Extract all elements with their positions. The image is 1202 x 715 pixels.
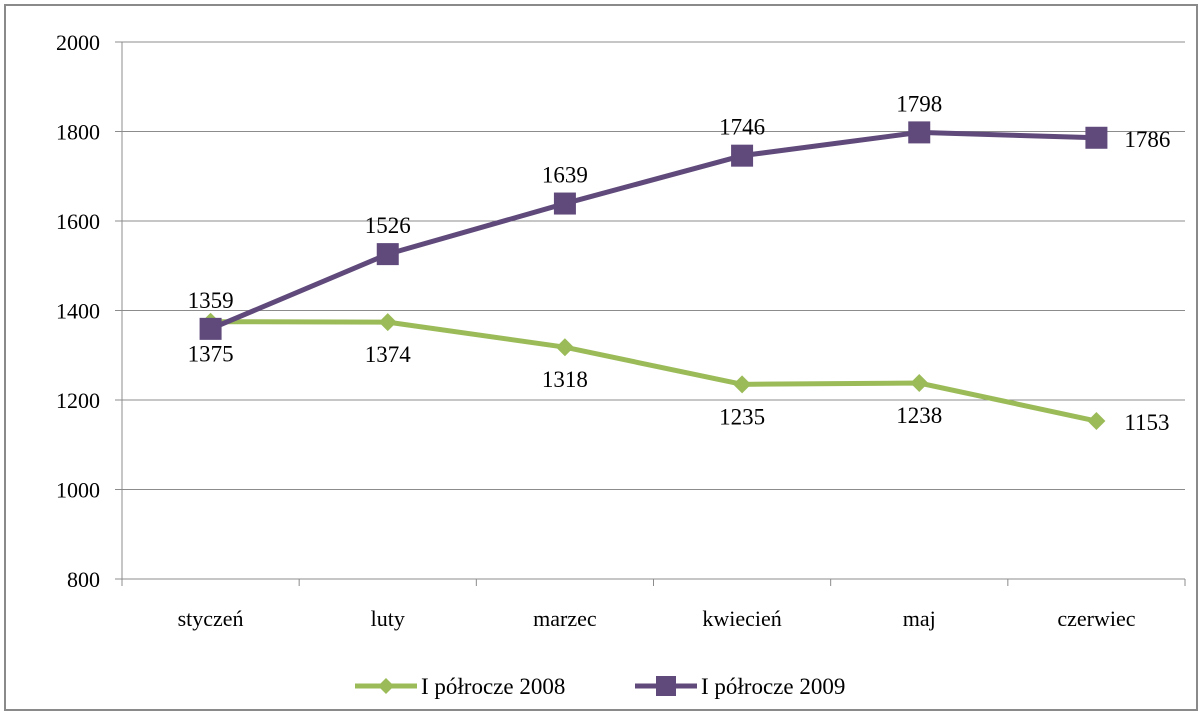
legend-marker-diamond	[378, 678, 394, 694]
data-point-square	[1085, 126, 1108, 149]
legend-item-1: I półrocze 2008	[355, 674, 565, 699]
x-tick-label: czerwiec	[1057, 606, 1135, 631]
data-point-square	[908, 121, 931, 144]
data-point-square	[376, 243, 399, 266]
x-tick-label: marzec	[533, 606, 597, 631]
series-1	[201, 312, 1106, 431]
x-tick-label: luty	[371, 606, 405, 631]
y-tick-label: 1800	[56, 120, 100, 145]
x-tick-label: kwiecień	[702, 606, 781, 631]
data-point-square	[199, 317, 222, 340]
series-line	[208, 319, 1099, 424]
y-tick-label: 800	[67, 567, 100, 592]
data-label: 1153	[1124, 410, 1169, 435]
data-point-square	[731, 144, 754, 167]
data-point-diamond	[1087, 412, 1106, 431]
data-label: 1359	[188, 288, 234, 313]
data-label: 1375	[188, 342, 234, 367]
data-point-diamond	[555, 338, 574, 357]
y-tick-label: 1400	[56, 299, 100, 324]
axes: 800 1000 1200 1400 1600 1800 2000 styczeń luty ma…	[56, 30, 1186, 631]
legend: I półrocze 2008 I półrocze 2009	[355, 674, 845, 699]
data-point-diamond	[733, 375, 752, 394]
x-tick-label: maj	[903, 606, 936, 631]
data-label: 1746	[719, 115, 765, 140]
data-point-diamond	[378, 313, 397, 332]
legend-label: I półrocze 2009	[701, 674, 845, 699]
legend-label: I półrocze 2008	[421, 674, 565, 699]
legend-marker-square	[656, 676, 676, 696]
x-tick-label: styczeń	[178, 606, 244, 631]
data-point-diamond	[910, 373, 929, 392]
data-label: 1786	[1124, 127, 1170, 152]
y-tick-label: 1600	[56, 209, 100, 234]
data-label: 1374	[365, 342, 412, 367]
chart-frame	[4, 4, 1198, 711]
legend-item-2: I półrocze 2009	[635, 674, 845, 699]
data-point-square	[553, 192, 576, 215]
data-labels: 1375 1374 1318 1235 1238 1153 1359 1526 1639 1746…	[188, 91, 1171, 435]
data-label: 1798	[896, 91, 942, 116]
series-2	[199, 121, 1108, 340]
series-lines	[199, 121, 1108, 431]
data-label: 1526	[365, 213, 411, 238]
data-label: 1318	[542, 367, 588, 392]
gridlines	[122, 41, 1185, 490]
data-label: 1238	[896, 403, 942, 428]
series-line	[208, 129, 1099, 332]
y-tick-label: 2000	[56, 30, 100, 55]
data-label: 1235	[719, 404, 765, 429]
y-tick-label: 1000	[56, 478, 100, 503]
y-tick-label: 1200	[56, 388, 100, 413]
data-label: 1639	[542, 163, 588, 188]
